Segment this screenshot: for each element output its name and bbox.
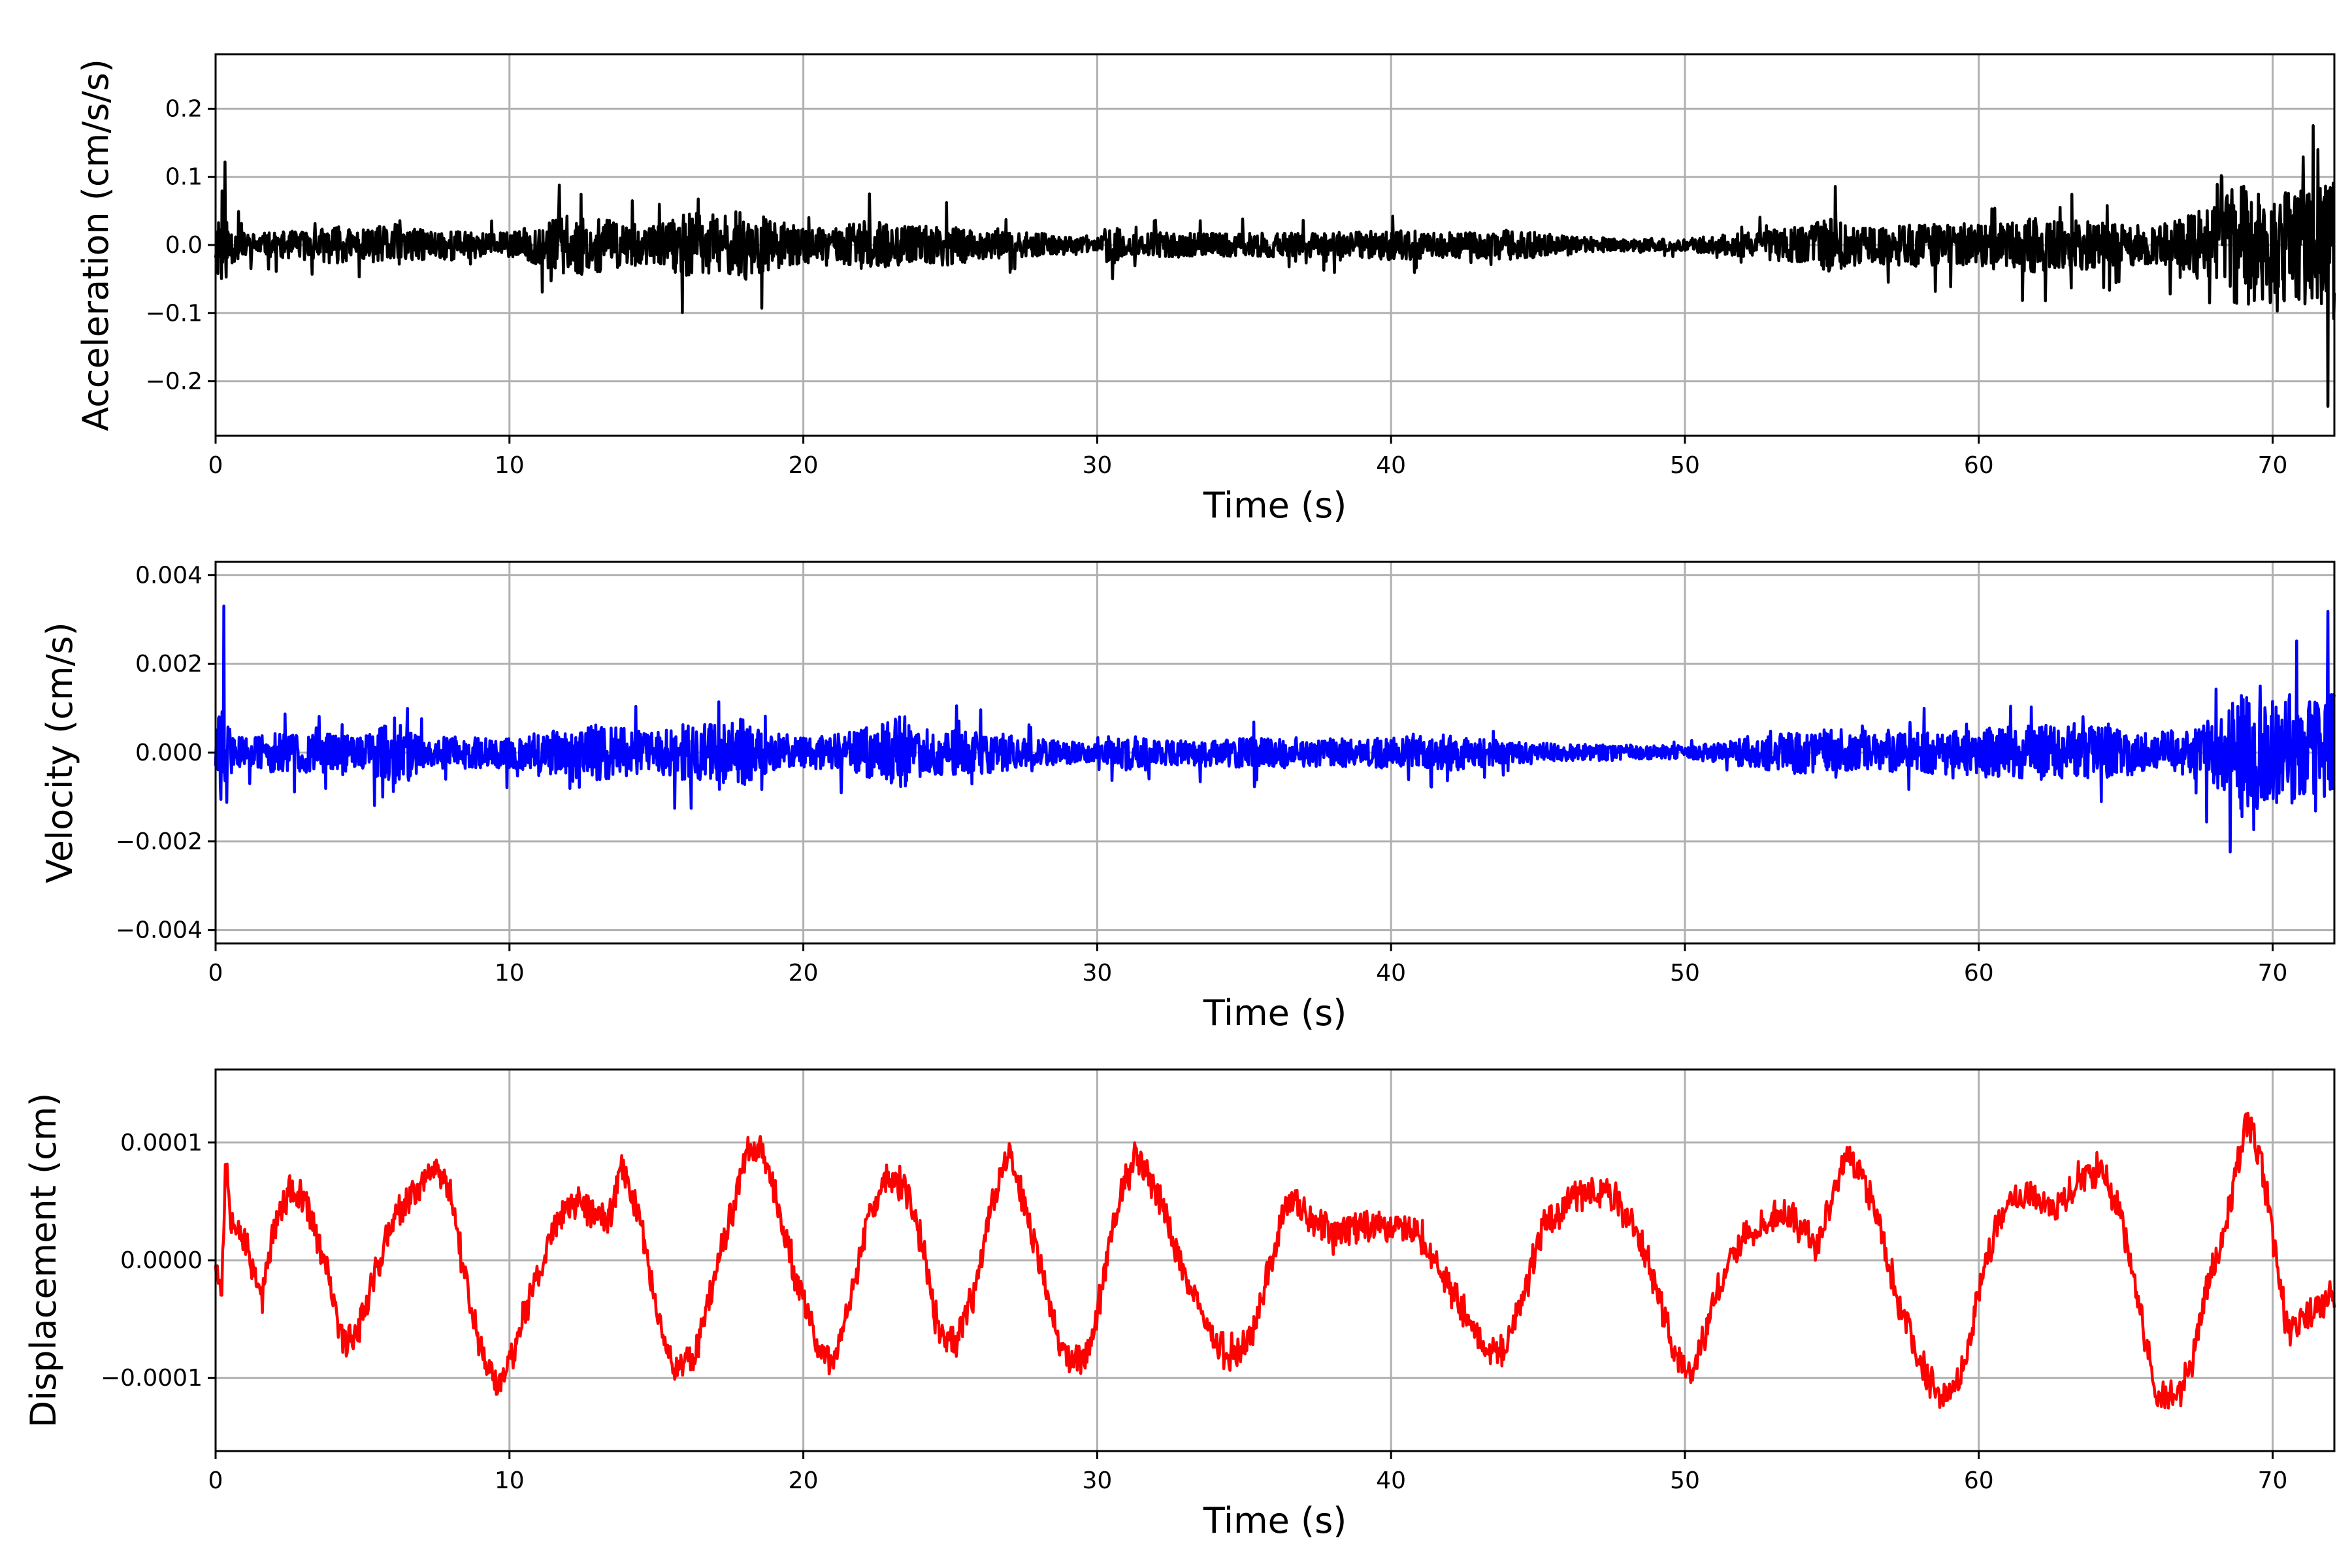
acceleration-x-tick-label: 20: [789, 452, 819, 479]
displacement-x-tick-label: 20: [789, 1467, 819, 1494]
displacement-x-tick-label: 40: [1376, 1467, 1406, 1494]
acceleration-ticks: 0 10 20 30 40 50 60 70 −0.2 −0.1 0.0 0.1 0.2: [146, 95, 2288, 479]
velocity-x-tick-label: 50: [1670, 960, 1700, 987]
velocity-y-tick-label: −0.002: [116, 828, 203, 855]
acceleration-y-tick-label: 0.1: [165, 164, 203, 191]
acceleration-y-tick-label: 0.2: [165, 95, 203, 122]
velocity-x-tick-label: 70: [2258, 960, 2288, 987]
displacement-ticks: 0 10 20 30 40 50 60 70 −0.0001 0.0000 0.0001: [101, 1130, 2288, 1494]
velocity-axes-frame: [214, 561, 2336, 945]
velocity-y-tick-label: 0.004: [135, 562, 203, 589]
displacement-y-axis-label: Displacement (cm): [23, 1093, 64, 1428]
displacement-panel: 0 10 20 30 40 50 60 70 −0.0001 0.0000 0.0001 Time …: [23, 1068, 2336, 1541]
displacement-x-axis-label: Time (s): [1203, 1500, 1347, 1541]
acceleration-x-axis-label: Time (s): [1203, 485, 1347, 526]
acceleration-y-axis-label: Acceleration (cm/s/s): [75, 59, 116, 431]
velocity-x-tick-label: 30: [1082, 960, 1112, 987]
acceleration-x-tick-label: 70: [2258, 452, 2288, 479]
velocity-ticks: 0 10 20 30 40 50 60 70 −0.004 −0.002 0.000 0.002 0.0…: [116, 562, 2288, 987]
acceleration-y-tick-label: −0.2: [146, 368, 203, 395]
displacement-x-tick-label: 30: [1082, 1467, 1112, 1494]
velocity-panel: 0 10 20 30 40 50 60 70 −0.004 −0.002 0.000 0.002 0.0…: [39, 561, 2336, 1034]
velocity-y-tick-label: 0.000: [135, 740, 203, 766]
displacement-x-tick-label: 70: [2258, 1467, 2288, 1494]
displacement-x-tick-label: 50: [1670, 1467, 1700, 1494]
acceleration-y-tick-label: 0.0: [165, 232, 203, 259]
velocity-x-tick-label: 60: [1964, 960, 1994, 987]
velocity-y-tick-label: −0.004: [116, 917, 203, 944]
velocity-x-axis-label: Time (s): [1203, 992, 1347, 1034]
velocity-x-tick-label: 40: [1376, 960, 1406, 987]
acceleration-x-tick-label: 10: [495, 452, 525, 479]
displacement-y-tick-label: −0.0001: [101, 1365, 203, 1392]
velocity-trace: [214, 604, 2336, 854]
displacement-y-tick-label: 0.0001: [120, 1130, 203, 1156]
displacement-x-tick-label: 0: [208, 1467, 223, 1494]
acceleration-x-tick-label: 0: [208, 452, 223, 479]
acceleration-x-tick-label: 40: [1376, 452, 1406, 479]
acceleration-axes-frame: [214, 53, 2336, 437]
displacement-x-tick-label: 60: [1964, 1467, 1994, 1494]
displacement-x-tick-label: 10: [495, 1467, 525, 1494]
velocity-y-axis-label: Velocity (cm/s): [39, 622, 80, 883]
velocity-y-tick-label: 0.002: [135, 651, 203, 678]
acceleration-y-tick-label: −0.1: [146, 300, 203, 327]
displacement-trace: [214, 1111, 2336, 1410]
acceleration-panel: 0 10 20 30 40 50 60 70 −0.2 −0.1 0.0 0.1 0.2 Time (s…: [75, 53, 2336, 526]
acceleration-x-tick-label: 30: [1082, 452, 1112, 479]
displacement-axes-frame: [214, 1068, 2336, 1452]
displacement-y-tick-label: 0.0000: [120, 1247, 203, 1274]
acceleration-trace: [214, 124, 2336, 408]
velocity-x-tick-label: 0: [208, 960, 223, 987]
acceleration-x-tick-label: 50: [1670, 452, 1700, 479]
velocity-grid: [214, 562, 2334, 943]
velocity-x-tick-label: 20: [789, 960, 819, 987]
acceleration-x-tick-label: 60: [1964, 452, 1994, 479]
velocity-x-tick-label: 10: [495, 960, 525, 987]
